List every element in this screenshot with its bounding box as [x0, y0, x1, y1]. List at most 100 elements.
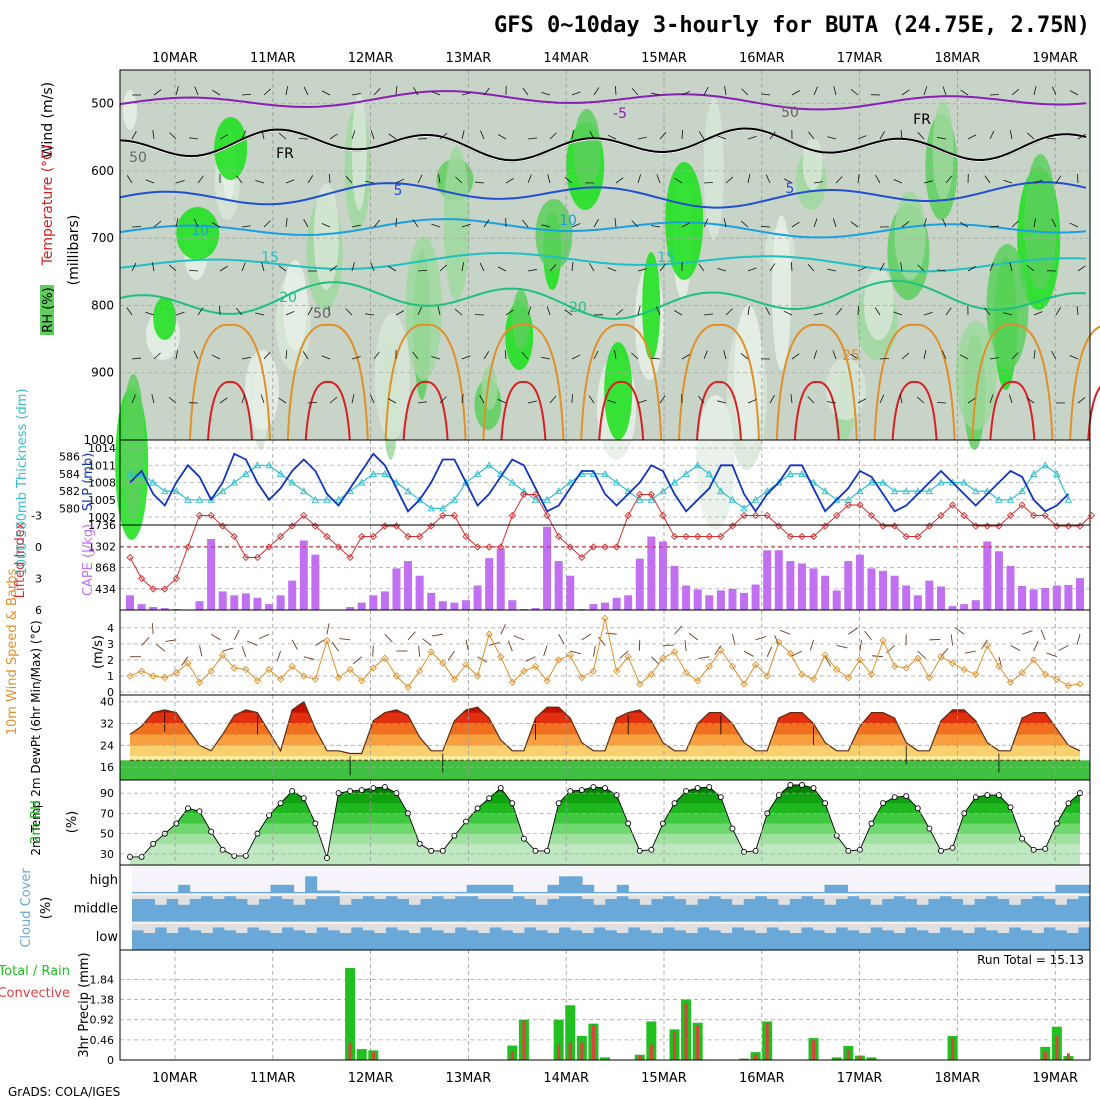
- lifted-marker: [902, 532, 910, 541]
- wind-barb: [813, 218, 818, 228]
- surface-wind-barb: [447, 650, 455, 661]
- cloud-gap: [847, 923, 860, 931]
- cloud-gap: [593, 895, 606, 905]
- wind-speed-marker: [415, 667, 424, 675]
- cloud-cell: [697, 927, 710, 950]
- wind-speed-marker: [497, 653, 505, 661]
- cloud-gap: [143, 923, 156, 933]
- thickness-marker: [392, 478, 401, 486]
- surface-wind-barb: [422, 638, 432, 646]
- cloud-cell: [235, 891, 248, 894]
- thickness-marker: [520, 487, 528, 495]
- rh-marker: [625, 820, 632, 827]
- cloud-cell: [374, 899, 387, 922]
- cloud-cell: [258, 899, 272, 922]
- wind-barb: [674, 177, 683, 184]
- cloud-cell: [582, 899, 595, 922]
- cloud-cell: [732, 927, 745, 950]
- cloud-gap: [339, 895, 352, 905]
- contour-label: 15: [657, 250, 675, 266]
- cloud-cell: [686, 891, 699, 894]
- wind-speed-marker: [578, 673, 586, 682]
- cape-bar: [635, 558, 644, 610]
- wind-speed-marker: [682, 669, 690, 677]
- cloud-gap: [351, 923, 364, 928]
- thickness-marker: [1041, 461, 1050, 469]
- thickness-marker: [647, 495, 656, 503]
- cloud-gap: [247, 895, 260, 905]
- cloud-gap: [166, 923, 179, 933]
- wind-speed-marker: [358, 677, 366, 685]
- lifted-marker: [659, 511, 667, 520]
- cape-bar: [438, 601, 447, 610]
- wind-speed-marker: [230, 664, 238, 672]
- cape-bar: [380, 591, 389, 610]
- wind-barb: [263, 352, 271, 360]
- cloud-gap: [235, 923, 248, 933]
- lifted-marker: [508, 511, 516, 520]
- cloud-gap: [732, 923, 745, 928]
- cape-bar: [728, 588, 737, 610]
- wind-barb: [564, 177, 573, 184]
- cloud-cell: [882, 891, 895, 894]
- cloud-gap: [1066, 923, 1079, 933]
- wind-barb: [1027, 132, 1035, 140]
- precip-conv-bar: [510, 1051, 514, 1060]
- cloud-gap: [189, 895, 202, 899]
- lifted-marker: [369, 532, 377, 541]
- wind-barb: [916, 396, 925, 404]
- rh-marker: [266, 812, 272, 819]
- contour-25: [384, 323, 467, 441]
- surface-wind-barb: [1058, 645, 1069, 651]
- surface-wind-barb: [836, 645, 848, 649]
- wind-barb: [681, 129, 684, 140]
- cloud-cell: [293, 930, 306, 950]
- rh-marker: [648, 846, 655, 853]
- wind-barb: [791, 90, 800, 96]
- cloud-cell: [986, 891, 999, 894]
- wind-barb: [901, 352, 910, 360]
- wind-barb: [808, 131, 815, 140]
- precip-total-bar: [565, 1005, 576, 1060]
- wind-barb: [417, 306, 423, 316]
- wind-barb: [1069, 222, 1079, 228]
- lifted-marker: [833, 511, 841, 520]
- wind-barb: [395, 310, 405, 316]
- cloud-gap: [1032, 923, 1045, 933]
- upper-ylabel-wind: Wind (m/s): [40, 82, 56, 158]
- rh-marker: [706, 784, 713, 790]
- cape-bar: [624, 595, 633, 610]
- cloud-gap: [409, 895, 422, 905]
- cape-bar: [797, 563, 806, 610]
- cloud-cell: [847, 930, 860, 950]
- thickness-marker: [195, 495, 204, 503]
- cloud-cell: [409, 933, 422, 950]
- thickness-marker: [705, 469, 714, 477]
- rh-tick: 70: [100, 807, 114, 820]
- cloud-cell: [535, 930, 549, 950]
- wind-speed-marker: [972, 670, 980, 678]
- precip-conv-bar: [649, 1044, 653, 1060]
- thickness-marker: [172, 487, 181, 495]
- cloud-gap: [362, 923, 375, 931]
- cloud-cell: [593, 904, 606, 922]
- cloud-cell: [916, 891, 929, 894]
- cloud-cell: [143, 891, 156, 894]
- cloud-gap: [1078, 923, 1091, 928]
- cloud-cell: [524, 927, 537, 950]
- wind-barb: [527, 400, 537, 404]
- surface-wind-barb: [315, 639, 325, 646]
- cloud-cell: [247, 891, 260, 894]
- wind-speed-marker: [219, 651, 227, 659]
- wind-speed-marker: [323, 637, 331, 645]
- wind-speed-marker: [276, 675, 285, 683]
- cloud-gap: [997, 895, 1010, 899]
- contour-30: [696, 380, 742, 441]
- cloud-cell: [524, 891, 537, 894]
- wind-barb: [857, 398, 867, 404]
- cloud-cell: [455, 896, 468, 922]
- thickness-marker: [1006, 495, 1015, 503]
- wind-barb: [923, 180, 933, 184]
- wind-barb: [417, 269, 428, 272]
- cloud-cell: [905, 927, 918, 950]
